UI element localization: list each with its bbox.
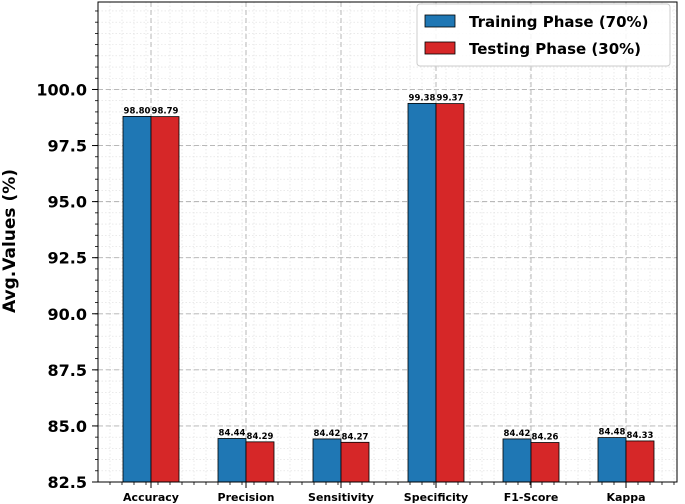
bar-testing-accuracy [150, 116, 180, 483]
y-tick-label: 85.0 [48, 417, 87, 436]
value-label: 84.27 [342, 432, 369, 442]
bar-training-precision [217, 438, 247, 483]
y-tick-label: 87.5 [48, 361, 87, 380]
value-label: 84.29 [247, 432, 274, 442]
y-tick-label: 90.0 [48, 305, 87, 324]
value-label: 84.42 [314, 429, 341, 439]
value-label: 99.38 [409, 93, 436, 103]
bar-testing-f1-score [530, 442, 560, 483]
y-tick-label: 95.0 [48, 193, 87, 212]
value-label: 84.44 [219, 428, 246, 438]
value-label: 99.37 [437, 94, 464, 104]
bar-testing-sensitivity [340, 441, 370, 483]
y-axis-title: Avg.Values (%) [0, 169, 20, 313]
bar-training-f1-score [502, 438, 532, 483]
legend-label-training: Training Phase (70%) [469, 13, 648, 31]
value-label: 98.80 [124, 106, 151, 116]
bar-testing-kappa [625, 440, 655, 483]
x-axis: Accuracy Precision Sensitivity Specificity F… [109, 482, 675, 504]
value-label: 84.26 [532, 433, 559, 443]
x-tick-label-f1-score: F1-Score [504, 491, 559, 504]
value-label: 84.48 [599, 428, 626, 438]
major-grid [98, 2, 677, 483]
bar-training-kappa [597, 437, 627, 483]
legend-box [416, 3, 671, 67]
x-tick-label-sensitivity: Sensitivity [308, 491, 374, 504]
legend-label-testing: Testing Phase (30%) [469, 40, 641, 58]
bars-group [122, 102, 655, 483]
x-tick-label-accuracy: Accuracy [123, 491, 179, 504]
x-tick-label-kappa: Kappa [606, 491, 645, 504]
y-tick-label: 97.5 [48, 137, 87, 156]
legend: Training Phase (70%) Testing Phase (30%) [416, 3, 671, 67]
y-tick-label: 100.0 [36, 80, 87, 99]
bar-training-accuracy [122, 115, 152, 483]
plot-frame [97, 1, 678, 483]
bar-training-specificity [407, 102, 437, 483]
legend-swatch-testing [424, 41, 456, 55]
bar-training-sensitivity [312, 438, 342, 483]
value-label: 84.42 [504, 429, 531, 439]
x-tick-label-precision: Precision [218, 491, 275, 504]
value-label: 98.79 [152, 107, 179, 117]
x-tick-label-specificity: Specificity [404, 491, 468, 504]
legend-swatch-training [424, 14, 456, 28]
value-labels-group: 98.80 84.44 84.42 99.38 84.42 84.48 98.79 84.29… [124, 93, 654, 442]
y-axis: 82.5 85.0 87.5 90.0 92.5 95.0 97.5 100.0 [36, 10, 98, 492]
minor-grid [98, 2, 677, 483]
value-label: 84.33 [627, 431, 654, 441]
bar-testing-precision [245, 441, 275, 483]
y-tick-label: 92.5 [48, 249, 87, 268]
y-tick-label: 82.5 [48, 473, 87, 492]
bar-testing-specificity [435, 103, 465, 483]
